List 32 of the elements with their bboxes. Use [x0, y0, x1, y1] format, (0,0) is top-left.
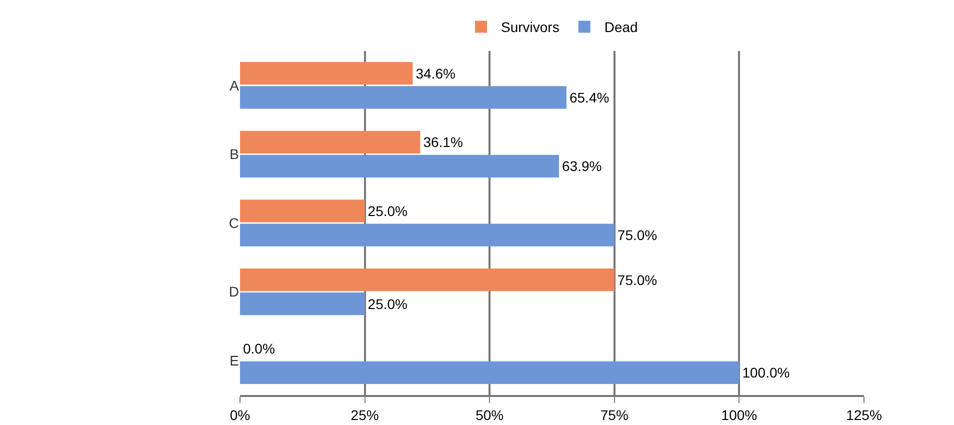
bar — [240, 62, 413, 85]
x-tick-label: 100% — [721, 406, 758, 423]
bar — [240, 86, 566, 109]
y-tick-label: A — [230, 77, 240, 94]
data-label: 0.0% — [243, 340, 275, 357]
y-tick-label: D — [228, 284, 239, 300]
x-tick-label: 75% — [600, 406, 628, 423]
bar — [240, 130, 420, 154]
data-label: 34.6% — [416, 65, 456, 82]
data-label: 65.4% — [569, 89, 610, 106]
data-label: 100.0% — [742, 364, 790, 381]
legend-label: Survivors — [501, 19, 560, 36]
y-tick-label: C — [228, 214, 239, 231]
data-label: 36.1% — [423, 134, 463, 150]
data-label: 75.0% — [617, 227, 658, 244]
x-tick-label: 0% — [230, 406, 250, 423]
bar — [240, 268, 614, 292]
y-tick-label: E — [230, 352, 239, 368]
data-label: 63.9% — [562, 158, 602, 174]
bar — [240, 224, 614, 246]
x-tick-label: 25% — [350, 406, 379, 423]
x-tick-label: 50% — [476, 406, 504, 423]
bar — [240, 200, 365, 222]
bar — [240, 154, 559, 178]
bar — [240, 292, 365, 316]
data-label: 25.0% — [368, 296, 408, 312]
legend-label: Dead — [604, 19, 638, 36]
data-label: 75.0% — [617, 272, 658, 288]
y-tick-label: B — [230, 146, 239, 162]
bar — [240, 361, 740, 384]
data-label: 25.0% — [368, 202, 408, 219]
x-tick-label: 125% — [846, 406, 882, 423]
